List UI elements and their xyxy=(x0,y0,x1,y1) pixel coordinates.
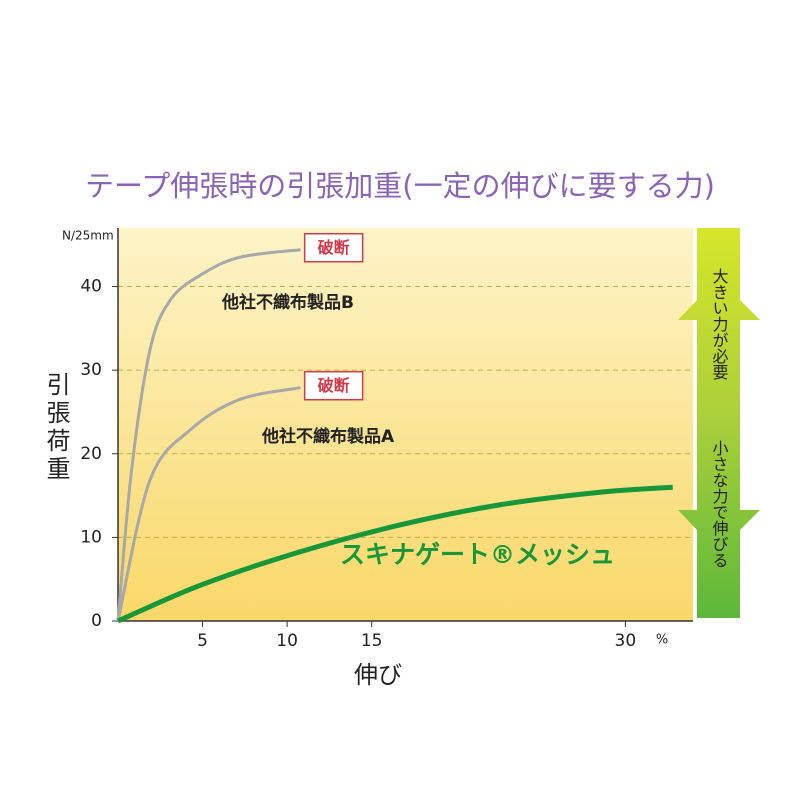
y-label: 引張荷重 xyxy=(42,372,70,484)
side-arrow-up-text: 大きい力が必要 xyxy=(710,268,729,381)
side-arrow xyxy=(678,228,760,618)
side-arrow-down-text: 小さな力で伸びる xyxy=(710,440,729,568)
x-label: 伸び xyxy=(354,661,402,689)
series-label: 他社不織布製品B xyxy=(221,292,354,313)
x-tick-label: 30 xyxy=(615,631,637,651)
y-tick-label: 0 xyxy=(91,611,102,631)
series-label: スキナゲート®メッシュ xyxy=(340,540,615,569)
series-label: 他社不織布製品A xyxy=(261,426,395,447)
y-label: 引張荷重 xyxy=(42,372,70,484)
y-unit: N/25mm xyxy=(62,229,114,243)
series-line xyxy=(116,386,301,622)
x-unit: % xyxy=(656,633,668,648)
chart-title: テープ伸張時の引張加重(一定の伸びに要する力) xyxy=(85,169,715,203)
y-tick-label: 10 xyxy=(80,527,102,547)
y-tick-label: 40 xyxy=(80,277,102,297)
series-line xyxy=(117,484,673,624)
y-tick-label: 20 xyxy=(80,444,102,464)
side-arrow-up-text: 大きい力が必要 xyxy=(710,268,729,381)
break-box xyxy=(303,370,364,401)
y-tick-label: 30 xyxy=(80,360,102,380)
plot-area xyxy=(118,228,693,621)
x-tick-label: 15 xyxy=(361,631,383,651)
series-line xyxy=(116,248,301,622)
x-tick-label: 10 xyxy=(276,631,298,651)
side-arrow-down-text: 小さな力で伸びる xyxy=(710,440,729,568)
break-label: 破断 xyxy=(318,238,350,257)
x-tick-label: 5 xyxy=(197,631,208,651)
break-label: 破断 xyxy=(318,376,350,395)
break-box xyxy=(303,232,364,263)
